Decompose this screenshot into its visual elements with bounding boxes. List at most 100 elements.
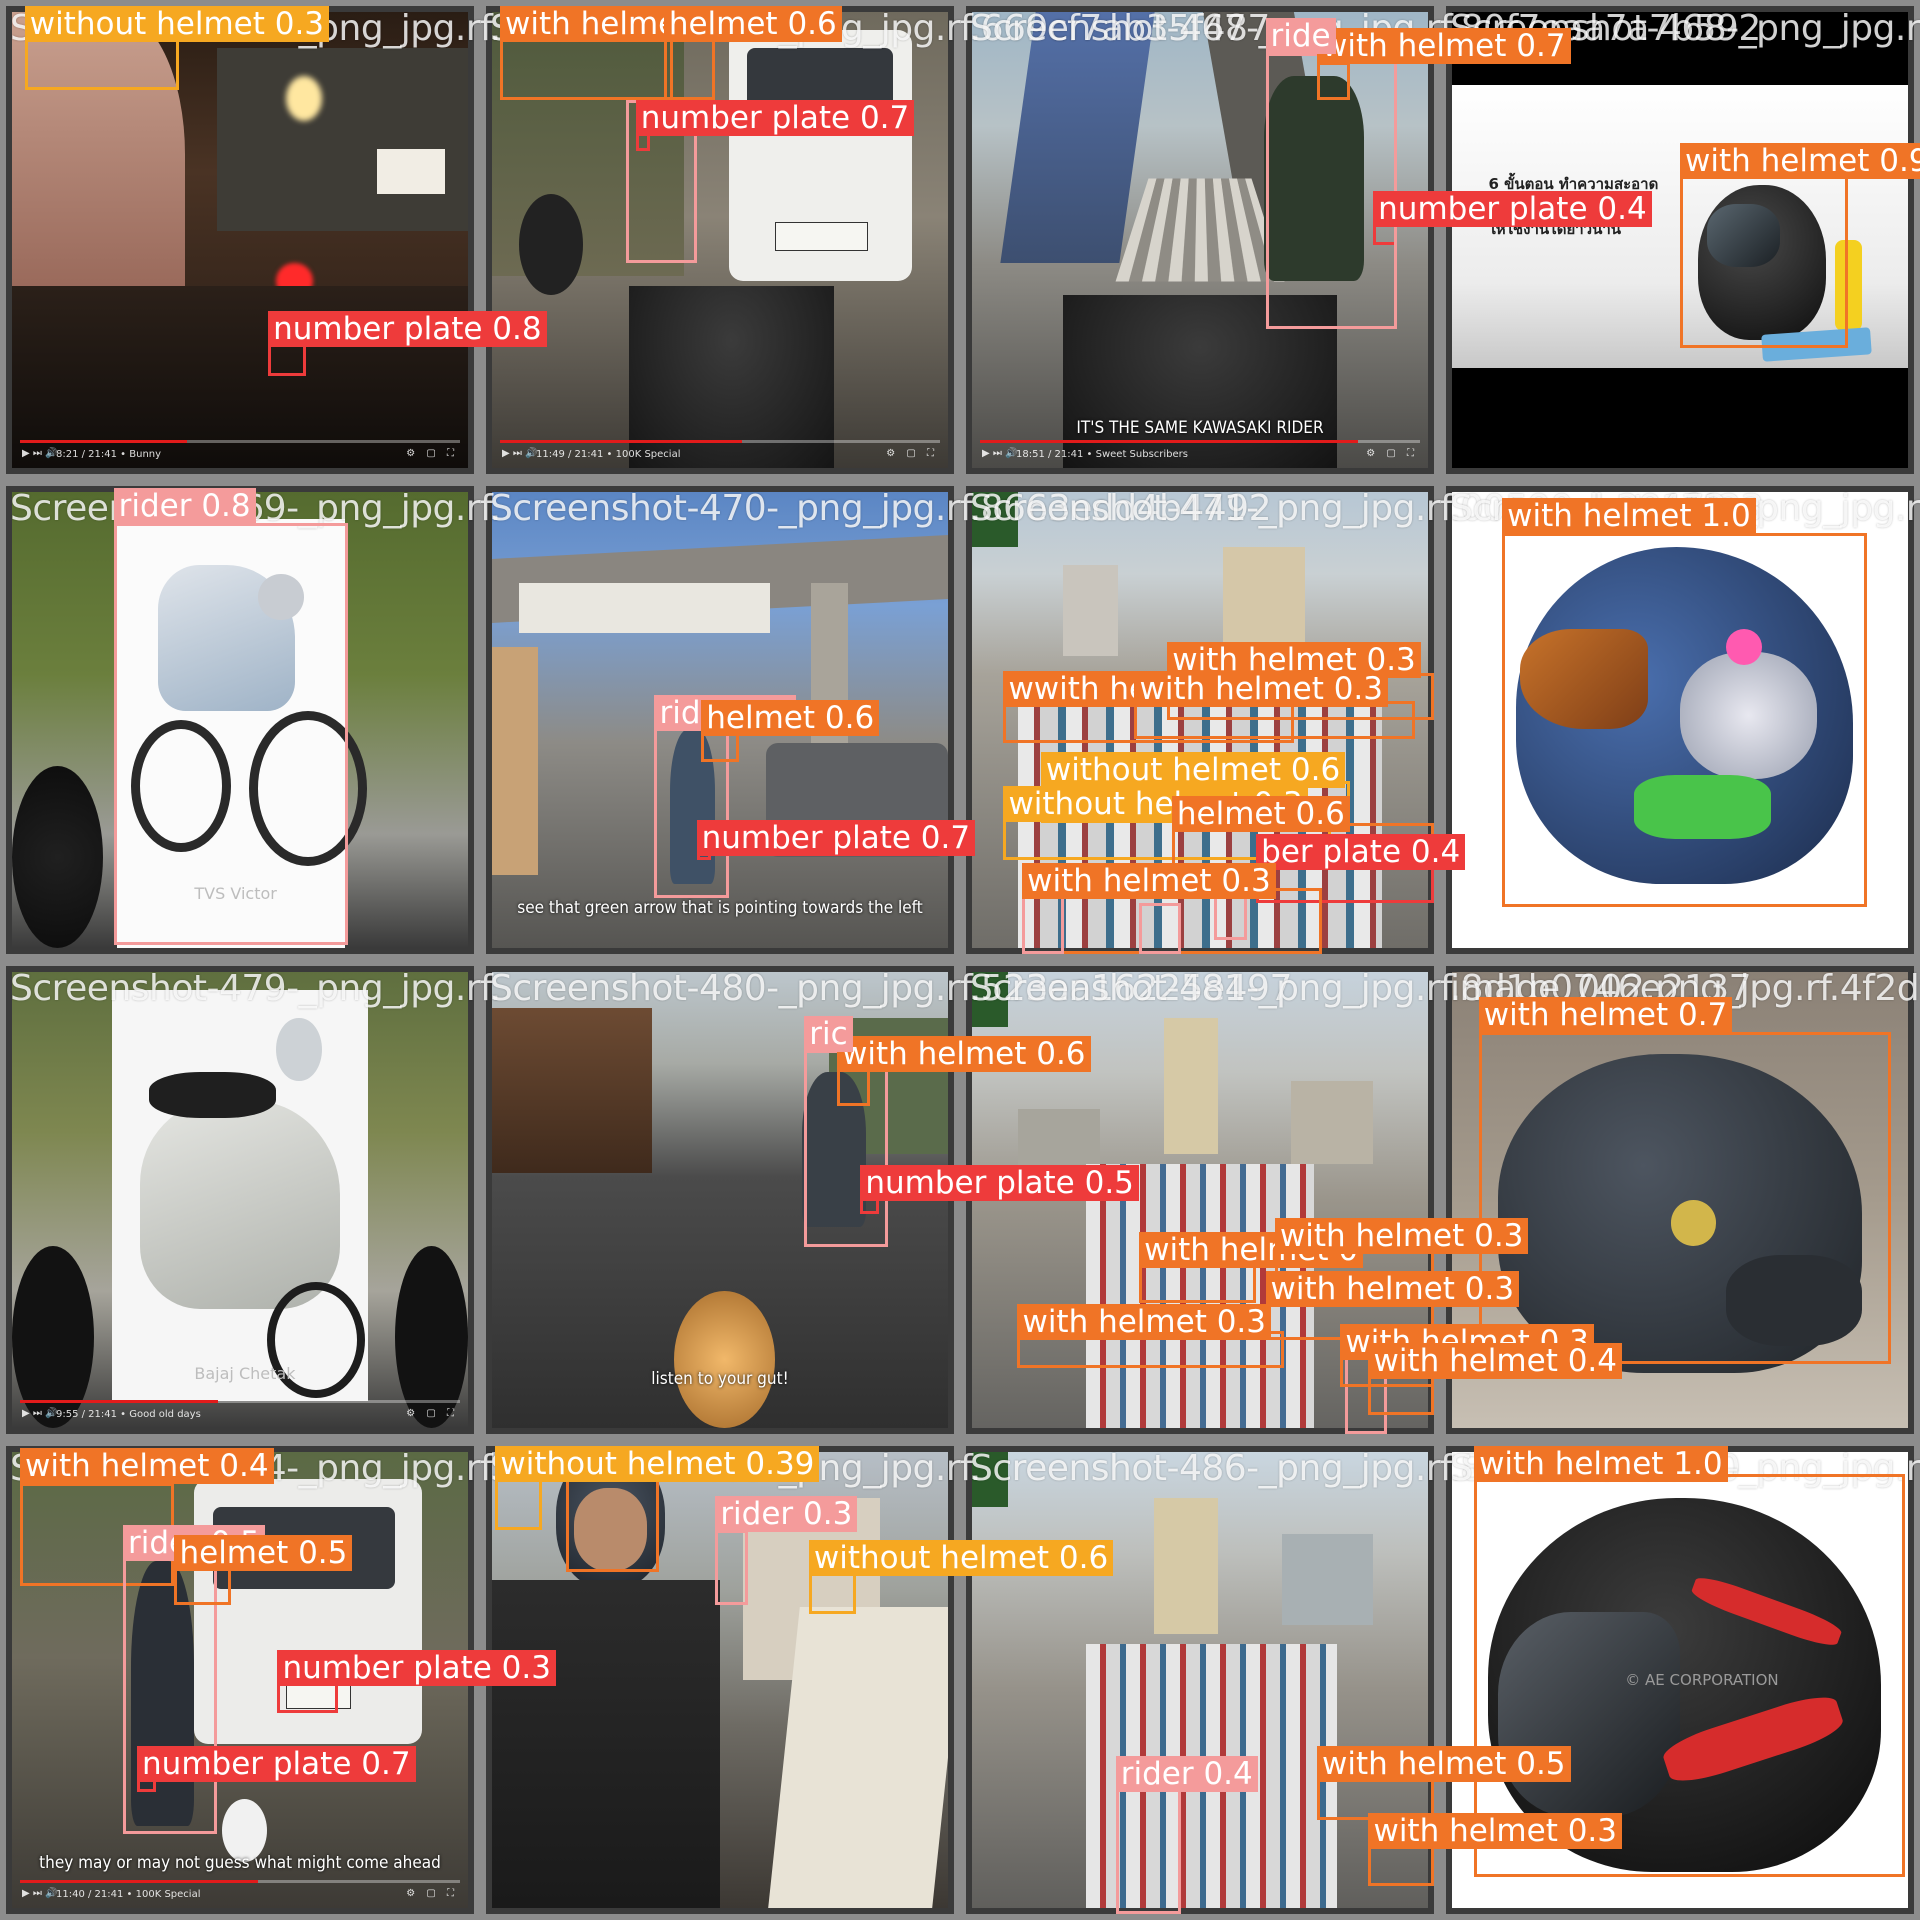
bounding-box-rider — [113, 523, 348, 945]
scene-image — [972, 1452, 1428, 1908]
scene-image: Bajaj Chetak ▶ ⏭ 🔊 9:55 / 21:41 • Good old… — [12, 972, 468, 1428]
advert-text: 6 ขั้นตอน ทำความสะอาด — [1488, 174, 1659, 193]
detection-label: with helmet 0.3 — [1022, 862, 1276, 899]
detection-tile: ▶ ⏭ 🔊8:21 / 21:41 • Bunny⚙ ▢ ⛶Screenshot… — [0, 0, 547, 480]
detection-tile: TVS VictorScreenshot-469-_png_jpg.rf.rid… — [0, 480, 501, 960]
detection-label: without helmet 0.3 — [24, 6, 330, 42]
video-time: 11:40 / 21:41 • 100K Special — [56, 1889, 201, 1900]
detection-label: number plate 0.7 — [696, 819, 976, 856]
bounding-box-rider — [1214, 893, 1247, 940]
settings-icon[interactable]: ⚙ ▢ ⛶ — [406, 1408, 458, 1419]
video-time: 11:49 / 21:41 • 100K Special — [536, 449, 681, 460]
bounding-box-with-helmet — [1502, 532, 1868, 908]
video-controls[interactable]: ▶ ⏭ 🔊 11:49 / 21:41 • 100K Special ⚙ ▢ ⛶ — [500, 440, 940, 462]
play-icon[interactable]: ▶ ⏭ 🔊 — [982, 448, 1018, 459]
video-caption: they may or may not guess what might com… — [39, 1853, 441, 1874]
video-controls[interactable]: ▶ ⏭ 🔊 9:55 / 21:41 • Good old days ⚙ ▢ ⛶ — [20, 1400, 460, 1422]
video-time: 8:21 / 21:41 • Bunny — [56, 449, 162, 460]
detection-label: without helmet 0.6 — [1040, 752, 1346, 789]
detection-label: with helmet 0.4 — [1368, 1342, 1623, 1379]
settings-icon[interactable]: ⚙ ▢ ⛶ — [406, 1888, 458, 1899]
play-icon[interactable]: ▶ ⏭ 🔊 — [22, 448, 58, 459]
video-progress-bar[interactable] — [20, 440, 460, 443]
detection-label: with helmet 0.9 — [1680, 142, 1920, 179]
settings-icon[interactable]: ⚙ ▢ ⛶ — [406, 448, 458, 459]
detection-label: without helmet 0.6 — [808, 1539, 1114, 1576]
detection-label: number plate 0.8 — [268, 310, 547, 347]
detection-tile: they may or may not guess what might com… — [0, 1440, 556, 1920]
detection-label: with helmet 0.6 — [837, 1035, 1091, 1072]
detection-label: number plate 0.3 — [277, 1650, 556, 1686]
video-controls[interactable]: ▶ ⏭ 🔊 11:40 / 21:41 • 100K Special ⚙ ▢ ⛶ — [20, 1880, 460, 1902]
video-progress-bar[interactable] — [980, 440, 1420, 443]
detection-tile: Screenshot-471-_png_jpg.rf.00590ab291f42… — [960, 480, 1764, 960]
detection-label: with helmet 0.3 — [1017, 1304, 1272, 1341]
detection-tile: Screenshot-481-_png_jpg.rf.8d1b0746e2137… — [960, 960, 1752, 1440]
detection-label: number plate 0.7 — [635, 99, 915, 136]
scene-image — [1452, 492, 1908, 948]
bounding-box-with-helmet — [1134, 701, 1416, 739]
detection-label: with helmet 1.0 — [1474, 1446, 1728, 1482]
detection-tile: listen to your gut! Screenshot-480-_png_j… — [480, 960, 1292, 1440]
detection-label: helmet 0.6 — [701, 699, 880, 736]
video-time: 9:55 / 21:41 • Good old days — [56, 1409, 201, 1420]
detection-label: with helmet 0.3 — [1274, 1218, 1529, 1254]
detection-label: ride — [1265, 18, 1336, 54]
brand-text: TVS Victor — [194, 884, 277, 904]
bounding-box-with-helmet — [663, 34, 716, 100]
video-controls[interactable]: ▶ ⏭ 🔊 18:51 / 21:41 • Sweet Subscribers ⚙ … — [980, 440, 1420, 462]
video-caption: IT'S THE SAME KAWASAKI RIDER — [1076, 417, 1324, 438]
settings-icon[interactable]: ⚙ ▢ ⛶ — [1366, 448, 1418, 459]
detection-label: helmet 0.6 — [1171, 795, 1350, 832]
detection-label: with helmet 0.5 — [1317, 1746, 1571, 1782]
bounding-box-with-helmet — [174, 1567, 231, 1606]
scene-image: TVS Victor — [12, 492, 468, 948]
video-caption: see that green arrow that is pointing to… — [517, 897, 923, 918]
video-progress-bar[interactable] — [20, 1400, 460, 1403]
bounding-box-rider — [804, 1050, 889, 1247]
scene-image: IT'S THE SAME KAWASAKI RIDER ▶ ⏭ 🔊 18:51 /… — [972, 12, 1428, 468]
brand-text: © AE CORPORATION — [1625, 1670, 1779, 1689]
detection-tile: IT'S THE SAME KAWASAKI RIDER ▶ ⏭ 🔊 18:51 /… — [960, 0, 1761, 480]
video-progress-bar[interactable] — [500, 440, 940, 443]
detection-tile: Screenshot-472-_png_jpg.rf.e5f0d4e10becc… — [1440, 480, 1920, 960]
settings-icon[interactable]: ⚙ ▢ ⛶ — [886, 448, 938, 459]
detection-label: with helmet 0.7 — [1478, 997, 1733, 1034]
bounding-box-with-helmet — [1317, 62, 1350, 100]
video-time: 18:51 / 21:41 • Sweet Subscribers — [1016, 449, 1189, 460]
detection-tile: Bajaj Chetak ▶ ⏭ 🔊 9:55 / 21:41 • Good old… — [0, 960, 501, 1440]
detection-tile: Screenshot-486-_png_jpg.rf.8769a7bedf840… — [960, 1440, 1740, 1920]
detection-label: helmet 0.6 — [663, 6, 842, 42]
bounding-box-rider — [1139, 902, 1182, 954]
detection-tile: ▶ ⏭ 🔊 11:49 / 21:41 • 100K Special ⚙ ▢ ⛶ Sc… — [480, 0, 1270, 480]
bounding-box-with-helmet — [1680, 174, 1849, 348]
detection-label: with helmet 1.0 — [1502, 498, 1756, 534]
detection-label: number plate 0.4 — [1373, 190, 1652, 227]
detection-label: with helmet 0.4 — [20, 1448, 274, 1485]
bounding-box-rider — [1115, 1782, 1182, 1914]
play-icon[interactable]: ▶ ⏭ 🔊 — [502, 448, 538, 459]
bounding-box-without-helmet — [808, 1572, 856, 1615]
play-icon[interactable]: ▶ ⏭ 🔊 — [22, 1888, 58, 1899]
detection-label: with helmet 0.3 — [1134, 670, 1389, 707]
detection-label: number plate 0.7 — [137, 1746, 416, 1782]
detection-label: with helmet 0.3 — [1368, 1813, 1623, 1850]
video-controls[interactable]: ▶ ⏭ 🔊 8:21 / 21:41 • Bunny ⚙ ▢ ⛶ — [20, 440, 460, 462]
detection-label: with helmet 0.7 — [1317, 27, 1571, 64]
detection-label: without helmet 0.39 — [495, 1446, 820, 1482]
play-icon[interactable]: ▶ ⏭ 🔊 — [22, 1408, 58, 1419]
brand-text: Bajaj Chetak — [194, 1364, 296, 1384]
detection-label: rider 0.4 — [1115, 1755, 1258, 1792]
video-progress-bar[interactable] — [20, 1880, 460, 1883]
scene-image: ▶ ⏭ 🔊 11:49 / 21:41 • 100K Special ⚙ ▢ ⛶ — [492, 12, 948, 468]
detection-label: ric — [804, 1016, 853, 1053]
detection-label: rider 0.3 — [715, 1496, 858, 1533]
detection-tile: 6 ขั้นตอน ทำความสะอาด ให้ใช้งานได้ยาวนาน S… — [1440, 0, 1920, 480]
bounding-box-with-helmet — [565, 1469, 660, 1573]
bounding-box-rider — [715, 1530, 749, 1606]
detection-label: rider 0.8 — [113, 488, 256, 525]
video-caption: listen to your gut! — [651, 1368, 789, 1389]
detection-label: helmet 0.5 — [174, 1534, 353, 1571]
detection-tile: see that green arrow that is pointing to… — [480, 480, 1271, 960]
